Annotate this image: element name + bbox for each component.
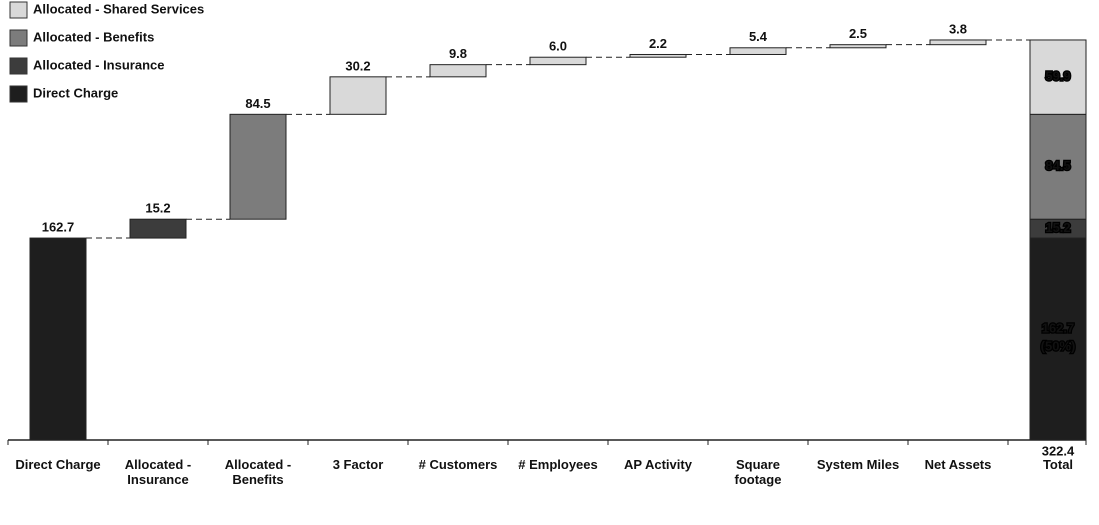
data-label: 162.7 bbox=[1042, 320, 1075, 335]
legend-swatch bbox=[9, 57, 28, 75]
data-label: 84.5 bbox=[245, 96, 270, 111]
bar bbox=[29, 237, 87, 441]
annotation: (50%) bbox=[1041, 338, 1076, 353]
bar bbox=[929, 39, 987, 46]
x-tick-label: System Miles bbox=[816, 457, 900, 472]
x-tick-label: # Customers bbox=[418, 457, 498, 472]
x-tick-label: 3 Factor bbox=[332, 457, 384, 472]
data-label: 5.4 bbox=[749, 29, 768, 44]
data-label: 84.5 bbox=[1045, 158, 1070, 173]
data-label: 15.2 bbox=[1045, 220, 1070, 235]
bar-segment bbox=[1029, 39, 1087, 115]
data-label: 162.7 bbox=[42, 219, 75, 234]
data-label: 15.2 bbox=[145, 201, 170, 216]
x-tick-label: # Employees bbox=[518, 457, 598, 472]
bar-segment bbox=[1029, 113, 1087, 220]
bar bbox=[329, 76, 387, 115]
data-label: 2.5 bbox=[849, 26, 867, 41]
bar bbox=[229, 113, 287, 220]
x-tick-label: Direct Charge bbox=[15, 457, 101, 472]
legend-swatch bbox=[9, 85, 28, 103]
legend-label: Allocated - Shared Services bbox=[33, 1, 204, 16]
legend-label: Allocated - Benefits bbox=[33, 29, 154, 44]
bar bbox=[829, 44, 887, 49]
x-tick-label: Net Assets bbox=[924, 457, 992, 472]
total-label: 322.4 bbox=[1042, 443, 1075, 458]
x-tick-label: AP Activity bbox=[624, 457, 692, 472]
data-label: 6.0 bbox=[549, 39, 567, 54]
bar bbox=[429, 64, 487, 78]
bar bbox=[629, 53, 687, 58]
bar bbox=[529, 56, 587, 66]
legend-label: Allocated - Insurance bbox=[33, 57, 164, 72]
x-tick-label: Allocated - Insurance bbox=[124, 457, 192, 487]
data-label: 30.2 bbox=[345, 58, 370, 73]
data-label: 59.9 bbox=[1045, 69, 1070, 84]
legend-swatch bbox=[9, 1, 28, 19]
x-tick-label: Square footage bbox=[734, 457, 782, 487]
bar bbox=[729, 47, 787, 55]
data-label: 2.2 bbox=[649, 36, 667, 51]
x-tick-label: Allocated - Benefits bbox=[224, 457, 292, 487]
x-tick-label: Total bbox=[1042, 457, 1074, 472]
data-label: 9.8 bbox=[449, 46, 467, 61]
data-label: 3.8 bbox=[949, 21, 967, 36]
bar bbox=[129, 218, 187, 239]
legend-swatch bbox=[9, 29, 28, 47]
bar-segment bbox=[1029, 237, 1087, 441]
legend-label: Direct Charge bbox=[33, 85, 118, 100]
